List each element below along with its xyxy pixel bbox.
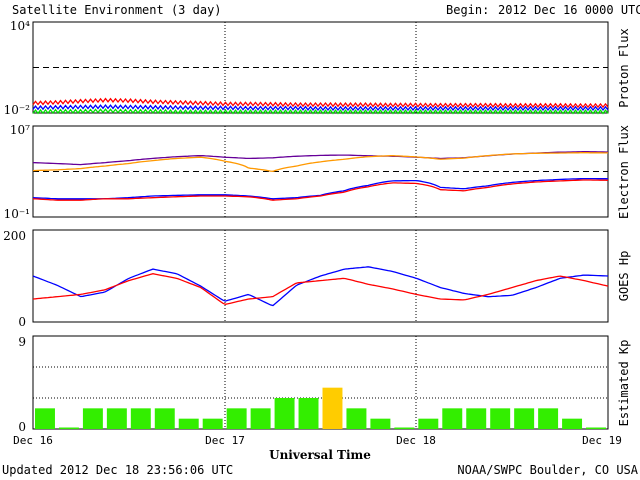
xtick-dec16: Dec 16 xyxy=(13,434,53,447)
kp-bar-22 xyxy=(562,418,583,429)
kp-bar-20 xyxy=(514,408,535,429)
kp-bar-21 xyxy=(538,408,559,429)
kp-bar-17 xyxy=(442,408,463,429)
hp-series-1 xyxy=(32,273,609,305)
hp-ytick-bottom: 0 xyxy=(18,315,26,329)
kp-bar-14 xyxy=(370,418,391,429)
kp-bar-6 xyxy=(178,418,199,429)
kp-bar-15 xyxy=(394,427,415,429)
kp-bar-11 xyxy=(298,398,319,429)
kp-bar-2 xyxy=(82,408,103,429)
kp-bar-16 xyxy=(418,418,439,429)
begin-label: Begin: xyxy=(446,3,489,17)
proton-panel-frame xyxy=(32,21,609,114)
proton-ytick-bottom: 10⁻² xyxy=(4,103,31,117)
electron-ylabel: Electron Flux xyxy=(617,125,631,219)
x-axis-label: Universal Time xyxy=(269,448,371,462)
kp-bar-4 xyxy=(130,408,151,429)
hp-ylabel: GOES Hp xyxy=(617,251,631,302)
kp-bar-3 xyxy=(106,408,127,429)
kp-ytick-top: 9 xyxy=(18,335,26,349)
updated-timestamp: Updated 2012 Dec 18 23:56:06 UTC xyxy=(2,463,233,477)
kp-bar-1 xyxy=(58,427,79,429)
proton-ylabel: Proton Flux xyxy=(617,28,631,107)
kp-bar-19 xyxy=(490,408,511,429)
kp-bar-0 xyxy=(35,408,55,429)
electron-series-1 xyxy=(32,152,608,172)
proton-series-0 xyxy=(32,97,609,109)
kp-bar-10 xyxy=(274,398,295,429)
kp-bar-23 xyxy=(586,427,606,429)
begin-value: 2012 Dec 16 0000 UTC xyxy=(498,3,640,17)
kp-panel-frame xyxy=(32,335,609,430)
xtick-dec17: Dec 17 xyxy=(205,434,245,447)
electron-ytick-top: 10⁷ xyxy=(10,123,30,137)
electron-panel-frame xyxy=(32,125,609,218)
electron-ytick-bottom: 10⁻¹ xyxy=(4,207,30,221)
kp-bar-8 xyxy=(226,408,247,429)
hp-ytick-top: 200 xyxy=(3,229,26,243)
kp-bar-5 xyxy=(154,408,175,429)
day-dividers xyxy=(224,22,417,429)
xtick-dec19: Dec 19 xyxy=(582,434,622,447)
proton-ytick-top: 10⁴ xyxy=(10,19,30,33)
chart-marks xyxy=(32,67,609,429)
credit-text: NOAA/SWPC Boulder, CO USA xyxy=(457,463,638,477)
kp-ylabel: Estimated Kp xyxy=(617,340,631,427)
kp-bar-18 xyxy=(466,408,487,429)
kp-bar-7 xyxy=(202,418,223,429)
kp-bar-9 xyxy=(250,408,271,429)
kp-ytick-bottom: 0 xyxy=(18,420,26,434)
chart-title: Satellite Environment (3 day) xyxy=(12,3,222,17)
proton-series-1 xyxy=(32,104,609,112)
proton-series-2 xyxy=(32,108,609,115)
electron-series-3 xyxy=(32,179,609,201)
kp-bar-12 xyxy=(322,387,343,429)
xtick-dec18: Dec 18 xyxy=(396,434,436,447)
hp-series-0 xyxy=(32,266,609,307)
kp-bar-13 xyxy=(346,408,367,429)
